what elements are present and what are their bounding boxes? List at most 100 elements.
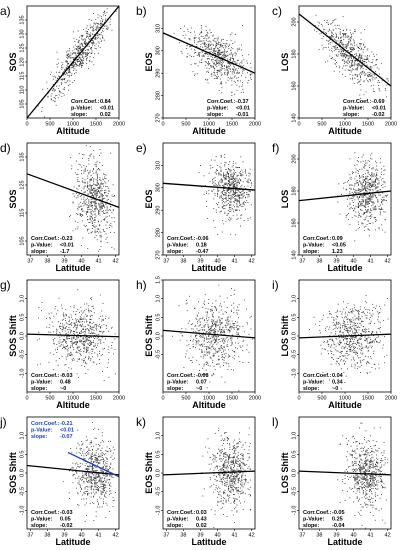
- data-point: [354, 60, 356, 62]
- data-point: [235, 189, 237, 191]
- data-point: [101, 195, 103, 197]
- data-point: [232, 54, 234, 56]
- data-point: [222, 54, 224, 56]
- data-point: [355, 183, 357, 185]
- data-point: [345, 189, 347, 191]
- data-point: [95, 208, 97, 210]
- data-point: [343, 39, 345, 41]
- data-point: [87, 216, 88, 218]
- data-point: [101, 39, 103, 41]
- data-point: [208, 317, 210, 318]
- data-point: [203, 363, 205, 365]
- data-point: [62, 78, 64, 80]
- data-point: [219, 166, 221, 168]
- data-point: [228, 212, 229, 214]
- data-point: [38, 317, 40, 319]
- data-point: [219, 350, 221, 352]
- data-point: [364, 194, 366, 196]
- data-point: [195, 341, 197, 343]
- data-point: [72, 201, 74, 203]
- data-point: [349, 67, 351, 68]
- data-point: [62, 341, 63, 343]
- data-point: [74, 68, 76, 70]
- data-point: [249, 217, 251, 219]
- data-point: [83, 343, 85, 345]
- data-point: [242, 203, 244, 205]
- data-point: [97, 41, 99, 43]
- data-point: [233, 358, 235, 360]
- data-point: [339, 213, 341, 215]
- data-point: [80, 333, 82, 335]
- data-point: [93, 332, 95, 334]
- data-point: [89, 330, 90, 332]
- data-point: [338, 28, 340, 29]
- data-point: [90, 216, 92, 217]
- data-point: [367, 210, 369, 212]
- data-point: [362, 61, 363, 63]
- data-point: [64, 73, 66, 75]
- data-point: [95, 200, 97, 202]
- data-point: [100, 341, 101, 343]
- data-point: [366, 211, 368, 213]
- data-point: [372, 184, 374, 186]
- data-point: [231, 78, 232, 80]
- data-point: [85, 349, 87, 351]
- data-point: [188, 320, 190, 322]
- data-point: [85, 201, 87, 203]
- data-point: [92, 207, 93, 209]
- data-point: [86, 320, 88, 322]
- data-point: [235, 199, 237, 201]
- data-point: [215, 54, 217, 56]
- data-point: [360, 216, 362, 218]
- data-point: [111, 217, 113, 219]
- data-point: [362, 195, 364, 197]
- data-point: [63, 328, 64, 330]
- y-tick-label: 300: [156, 46, 162, 55]
- data-point: [361, 66, 363, 68]
- data-point: [221, 198, 223, 200]
- data-point: [222, 359, 224, 360]
- data-point: [100, 209, 102, 211]
- data-point: [91, 195, 93, 197]
- data-point: [357, 199, 359, 201]
- data-point: [236, 182, 238, 184]
- data-point: [365, 186, 366, 188]
- data-point: [360, 189, 362, 191]
- data-point: [218, 173, 220, 175]
- data-point: [104, 176, 106, 178]
- data-point: [95, 205, 97, 207]
- data-point: [343, 44, 345, 46]
- data-point: [208, 44, 210, 46]
- data-point: [100, 194, 102, 196]
- data-point: [185, 353, 187, 355]
- data-point: [74, 323, 76, 324]
- data-point: [95, 192, 97, 194]
- data-point: [230, 183, 232, 185]
- data-point: [62, 319, 63, 321]
- data-point: [344, 46, 346, 48]
- data-point: [371, 201, 373, 203]
- data-point: [364, 180, 365, 182]
- data-point: [340, 43, 342, 45]
- data-point: [230, 54, 232, 56]
- y-tick-label: 115: [20, 209, 26, 218]
- data-point: [239, 204, 240, 206]
- data-point: [94, 193, 96, 195]
- data-point: [80, 310, 82, 312]
- data-point: [46, 88, 48, 90]
- data-point: [99, 339, 101, 341]
- data-point: [251, 204, 252, 206]
- data-point: [89, 170, 91, 172]
- data-point: [230, 64, 232, 66]
- y-axis-label: EOS: [144, 189, 154, 208]
- data-point: [365, 183, 367, 185]
- data-point: [200, 344, 202, 346]
- data-point: [357, 202, 359, 204]
- data-point: [89, 24, 91, 26]
- panel-f: f)37 38 39 40 41 42140160180200LatitudeLOSCor…: [272, 141, 392, 273]
- data-point: [385, 194, 387, 196]
- data-point: [220, 72, 222, 74]
- data-point: [79, 46, 81, 48]
- data-point: [363, 192, 365, 194]
